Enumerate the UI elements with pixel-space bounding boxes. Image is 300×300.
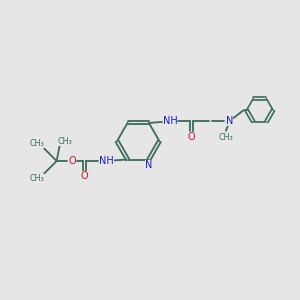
Text: N: N [226, 116, 233, 126]
Text: CH₃: CH₃ [219, 133, 233, 142]
Text: O: O [68, 156, 76, 166]
Text: CH₃: CH₃ [30, 139, 44, 148]
Text: N: N [145, 160, 152, 170]
Text: CH₃: CH₃ [30, 174, 44, 183]
Text: NH: NH [99, 156, 114, 166]
Text: CH₃: CH₃ [58, 137, 72, 146]
Text: O: O [80, 171, 88, 181]
Text: NH: NH [163, 116, 177, 126]
Text: O: O [188, 132, 195, 142]
